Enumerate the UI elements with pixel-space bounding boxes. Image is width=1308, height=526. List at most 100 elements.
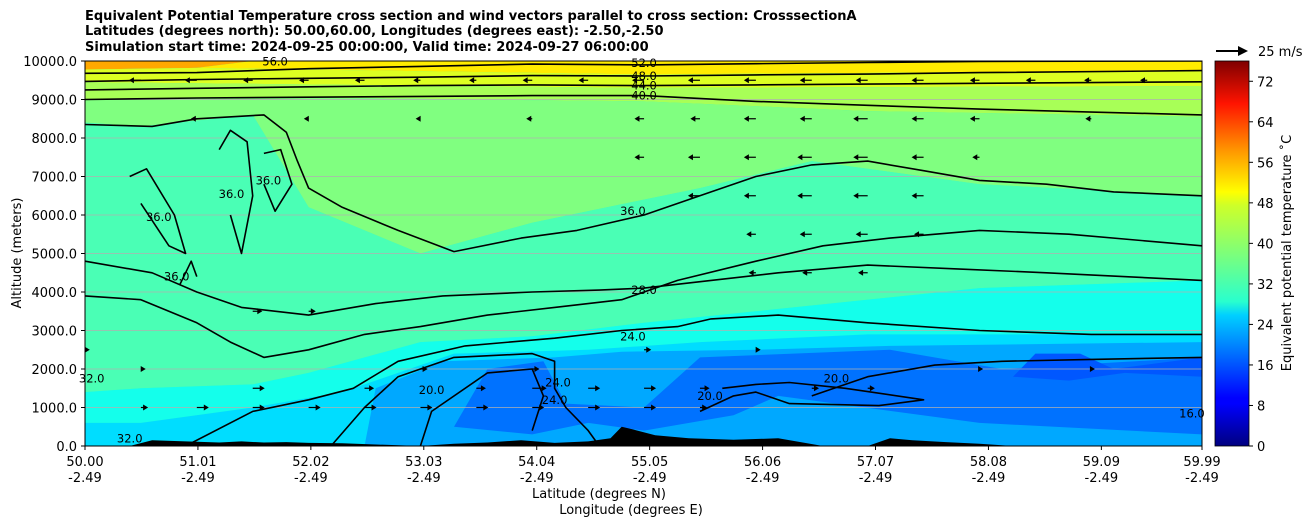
wind-arrow bbox=[140, 366, 146, 372]
fill-band-6 bbox=[85, 280, 1202, 423]
x-tick-lon: -2.49 bbox=[972, 471, 1006, 486]
contour-label: 36.0 bbox=[620, 204, 646, 218]
wind-arrow-head bbox=[855, 231, 861, 238]
wind-arrow bbox=[853, 192, 868, 199]
y-tick-label: 10000.0 bbox=[23, 55, 77, 70]
wind-arrow-head bbox=[853, 154, 859, 161]
wind-arrow bbox=[855, 77, 868, 84]
wind-arrow-head bbox=[799, 77, 805, 84]
wind-arrow-head bbox=[480, 385, 486, 392]
wind-arrow-head bbox=[969, 77, 975, 84]
wind-arrow bbox=[911, 77, 924, 84]
wind-arrow-head bbox=[651, 385, 657, 392]
contour-label: 24.0 bbox=[620, 329, 646, 343]
contour-label: 48.0 bbox=[631, 69, 657, 83]
wind-arrow bbox=[420, 366, 428, 372]
wind-arrow bbox=[588, 404, 601, 411]
contour-label: 44.0 bbox=[631, 79, 657, 93]
wind-arrow bbox=[634, 154, 645, 161]
wind-arrow-head bbox=[853, 192, 859, 199]
colorbar: 0 8 16 24 32 40 48 56 64 72 Equivalent potential … bbox=[1214, 60, 1295, 455]
y-tick-label: 1000.0 bbox=[32, 402, 78, 417]
wind-arrow bbox=[299, 77, 309, 84]
wind-arrow-head bbox=[184, 77, 190, 84]
x-axis-label-2: Longitude (degrees E) bbox=[559, 503, 703, 518]
theta-e-fill bbox=[85, 61, 1202, 446]
wind-arrow bbox=[364, 404, 377, 411]
contour-line-0 bbox=[85, 61, 1202, 75]
grid-lines bbox=[85, 61, 1202, 446]
wind-arrow bbox=[799, 77, 812, 84]
x-tick-lon: -2.49 bbox=[520, 471, 554, 486]
wind-arrow bbox=[797, 154, 812, 161]
y-tick-label: 8000.0 bbox=[32, 132, 78, 147]
wind-arrow-head bbox=[578, 77, 584, 84]
wind-arrow bbox=[1085, 115, 1092, 122]
wind-arrow-head bbox=[371, 404, 377, 411]
x-tick-lat: 55.05 bbox=[631, 455, 668, 470]
colorbar-tick-label: 72 bbox=[1257, 75, 1274, 90]
x-tick-lon: -2.49 bbox=[181, 471, 215, 486]
wind-arrow-head bbox=[911, 154, 917, 161]
wind-arrow-head bbox=[911, 77, 917, 84]
wind-arrow bbox=[476, 385, 486, 392]
wind-arrow-head bbox=[595, 385, 601, 392]
wind-arrow-head bbox=[855, 77, 861, 84]
contour-line-13 bbox=[218, 129, 254, 255]
wind-arrow bbox=[743, 154, 756, 161]
wind-arrow-head bbox=[1140, 77, 1146, 84]
wind-arrow-head bbox=[73, 77, 78, 83]
wind-arrow bbox=[578, 77, 589, 84]
wind-arrow-head bbox=[315, 404, 321, 411]
wind-arrow-head bbox=[595, 404, 601, 411]
wind-arrow-head bbox=[634, 115, 640, 122]
wind-arrow bbox=[140, 404, 149, 411]
colorbar-tick-label: 56 bbox=[1257, 156, 1274, 171]
wind-arrow bbox=[190, 115, 197, 122]
wind-arrow-head bbox=[413, 77, 419, 84]
wind-arrow-head bbox=[911, 115, 917, 122]
wind-arrow-head bbox=[1025, 77, 1031, 84]
colorbar-ticks: 0 8 16 24 32 40 48 56 64 72 bbox=[1249, 75, 1274, 455]
x-tick-lon: -2.49 bbox=[859, 471, 893, 486]
quiver-key-arrow-head bbox=[1238, 46, 1248, 56]
wind-arrow-head bbox=[802, 269, 808, 276]
x-tick-lon: -2.49 bbox=[633, 471, 667, 486]
wind-arrow bbox=[644, 346, 652, 353]
wind-arrow bbox=[364, 385, 375, 392]
wind-arrow bbox=[743, 115, 756, 122]
wind-arrow bbox=[746, 231, 756, 238]
wind-arrow bbox=[476, 404, 489, 411]
wind-vectors bbox=[73, 77, 1148, 411]
contour-label: 20.0 bbox=[824, 372, 850, 386]
wind-arrow bbox=[632, 77, 645, 84]
colorbar-tick-label: 8 bbox=[1257, 399, 1265, 414]
wind-arrow-head bbox=[978, 366, 984, 372]
wind-arrow-head bbox=[858, 269, 864, 276]
wind-arrow-head bbox=[143, 404, 149, 411]
wind-arrow bbox=[78, 116, 85, 122]
x-tick-lon: -2.49 bbox=[68, 471, 102, 486]
x-tick-lat: 57.07 bbox=[857, 455, 894, 470]
wind-arrow-head bbox=[743, 115, 749, 122]
terrain-profile bbox=[85, 426, 1202, 446]
wind-arrow-head bbox=[415, 115, 421, 122]
x-tick-lon: -2.49 bbox=[1185, 471, 1219, 486]
contour-line-12 bbox=[129, 168, 187, 255]
wind-arrow-head bbox=[369, 385, 375, 392]
wind-arrow-head bbox=[743, 154, 749, 161]
wind-arrow-head bbox=[85, 346, 90, 353]
wind-arrow bbox=[858, 269, 868, 276]
wind-arrow-head bbox=[746, 231, 752, 238]
fill-band-0 bbox=[85, 61, 253, 70]
y-tick-label: 0.0 bbox=[56, 440, 77, 455]
wind-arrow bbox=[128, 77, 141, 84]
quiver-key-label: 25 m/s bbox=[1258, 45, 1303, 60]
contour-line-1 bbox=[85, 69, 1202, 83]
wind-arrow-head bbox=[687, 192, 693, 199]
wind-arrow bbox=[354, 77, 365, 84]
x-tick-lat: 58.08 bbox=[970, 455, 1007, 470]
wind-arrow-head bbox=[797, 154, 803, 161]
contour-labels: 56.0 52.048.044.040.036.036.036.036.036.0… bbox=[79, 54, 1205, 445]
